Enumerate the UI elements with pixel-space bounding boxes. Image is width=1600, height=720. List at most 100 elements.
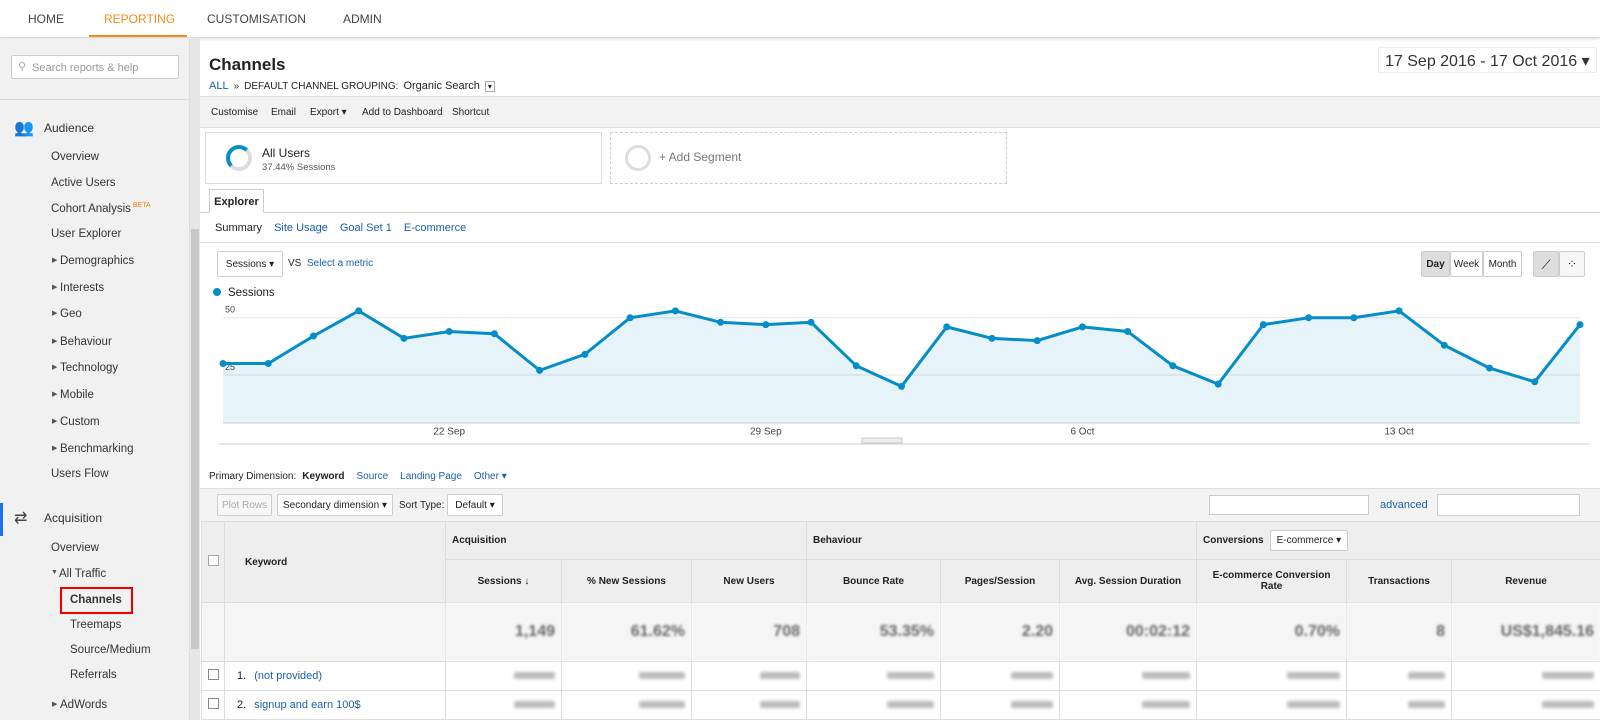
crumb-dropdown[interactable]: ▾ [484,81,495,92]
blur [760,700,800,708]
group-label: Behaviour [813,535,862,546]
nav-item[interactable]: CUSTOMISATION [207,12,306,26]
secondary-dimension[interactable]: Secondary dimension ▾ [277,494,393,516]
subtab[interactable]: Site Usage [274,222,328,234]
point [581,350,589,358]
conversion-select[interactable]: E-commerce ▾ [1269,530,1349,551]
nav-link[interactable]: Overview [51,151,99,163]
blurred-cell [691,661,807,691]
point [219,360,227,367]
checkbox[interactable] [208,669,219,680]
add-segment[interactable]: + Add Segment [610,132,1007,184]
table-search[interactable] [1209,495,1369,515]
column-label: Sessions [477,575,522,587]
section-title[interactable]: Acquisition [44,511,103,525]
column-label: % New Sessions [587,575,666,587]
column-header[interactable]: Pages/Session [940,559,1060,603]
primary-dimension: Primary Dimension: Keyword Source Landing P… [209,471,519,482]
nav-link[interactable]: Custom [60,416,100,428]
nav-link[interactable]: Source/Medium [70,644,151,656]
dimension-cell: 1. (not provided) [224,661,446,691]
toolbar-item[interactable]: Export ▾ [310,107,347,118]
nav-link[interactable]: Referrals [70,669,117,681]
blur [514,700,555,708]
view-buttons[interactable] [1437,494,1580,516]
column-header[interactable]: Sessions ↓ [445,559,562,603]
empty [224,602,446,662]
nav-link[interactable]: Technology [60,362,119,374]
row-label[interactable]: (not provided) [254,670,323,682]
sort-select[interactable]: Default ▾ [447,494,503,516]
column-header[interactable]: % New Sessions [561,559,692,603]
toolbar-item[interactable]: Customise [211,107,259,118]
nav-link[interactable]: All Traffic [59,568,107,580]
crumb[interactable]: ALL [209,80,229,92]
subtabs: Summary Site Usage Goal Set 1 E-commerce [215,222,478,234]
period-button[interactable]: Week [1450,251,1483,277]
explorer-tab[interactable]: Explorer [209,189,264,213]
nav-link[interactable]: Mobile [60,389,94,401]
secondary-label: Secondary dimension [283,500,380,511]
search-box[interactable]: Search reports & help ⚲ [11,55,179,79]
nav-link[interactable]: Geo [60,308,82,320]
nav-link[interactable]: User Explorer [51,228,122,240]
row-label[interactable]: signup and earn 100$ [254,699,361,711]
toolbar-item[interactable]: Add to Dashboard [362,107,443,118]
column-header[interactable]: Bounce Rate [806,559,941,603]
nav-link[interactable]: Active Users [51,177,116,189]
column-header[interactable]: Avg. Session Duration [1058,559,1198,603]
group-row: Keyword Acquisition Behaviour Conversions E-… [201,521,1600,603]
blur [639,671,685,679]
blurred-cell [1451,690,1600,720]
nav-link[interactable]: Treemaps [70,619,122,631]
blur [1142,671,1191,679]
total-value: US$1,845.16 [1451,602,1600,662]
plot-rows[interactable]: Plot Rows [217,494,272,516]
nav-link[interactable]: Interests [60,282,105,294]
column-header[interactable]: Revenue [1451,559,1600,603]
dimension-option[interactable]: Source [356,471,389,482]
nav-link[interactable]: Overview [51,542,99,554]
group-header: Conversions E-commerce ▾ [1196,521,1600,560]
nav-item[interactable]: ADMIN [343,12,382,26]
collapse-handle [861,437,903,444]
segment-detail: 37.44% Sessions [262,162,336,173]
period-button[interactable]: Day [1421,251,1450,277]
total-value: 8 [1346,602,1453,662]
subtab[interactable]: Summary [215,222,263,234]
dimension-option[interactable]: Landing Page [400,471,462,482]
nav-item[interactable]: HOME [28,12,64,26]
subtab[interactable]: E-commerce [403,222,467,234]
nav-link[interactable]: Demographics [60,255,135,267]
breadcrumb: ALL » DEFAULT CHANNEL GROUPING: Organic Sea… [209,80,495,92]
nav-link[interactable]: Cohort Analysis BETA [51,202,151,215]
column-header[interactable]: E-commerce Conversion Rate [1196,559,1348,603]
select-metric[interactable]: Select a metric [307,258,374,269]
dimension-option[interactable]: Keyword [302,471,345,482]
line-chart-button[interactable]: ⟋ [1533,251,1559,277]
subtab[interactable]: Goal Set 1 [339,222,392,234]
advanced-link[interactable]: advanced [1380,499,1428,511]
column-header[interactable]: New Users [691,559,807,603]
checkbox[interactable] [208,555,219,566]
dimension-option[interactable]: Other ▾ [473,471,507,482]
section-title[interactable]: Audience [44,121,95,135]
period-button[interactable]: Month [1483,251,1522,277]
chart: 25 50 22 Sep 29 Sep 6 Oct 13 Oct Sessions [213,287,1590,445]
column-header[interactable]: Transactions [1346,559,1453,603]
date-range[interactable]: 17 Sep 2016 - 17 Oct 2016 ▾ [1378,47,1597,73]
segment-card[interactable]: All Users 37.44% Sessions [205,132,602,184]
metric-select[interactable]: Sessions ▾ [217,251,283,277]
total-value: 1,149 [445,602,562,662]
checkbox[interactable] [208,698,219,709]
toolbar-item[interactable]: Email [271,107,297,118]
label: Primary Dimension: [209,471,297,482]
nav-link[interactable]: Benchmarking [60,443,134,455]
motion-chart-button[interactable]: ⁘ [1559,251,1585,277]
nav-link[interactable]: Users Flow [51,468,109,480]
nav-link[interactable]: Channels [70,594,122,606]
nav-link[interactable]: Behaviour [60,336,112,348]
nav-item[interactable]: REPORTING [104,12,176,26]
nav-link[interactable]: AdWords [60,699,108,711]
toolbar-item[interactable]: Shortcut [452,107,490,118]
